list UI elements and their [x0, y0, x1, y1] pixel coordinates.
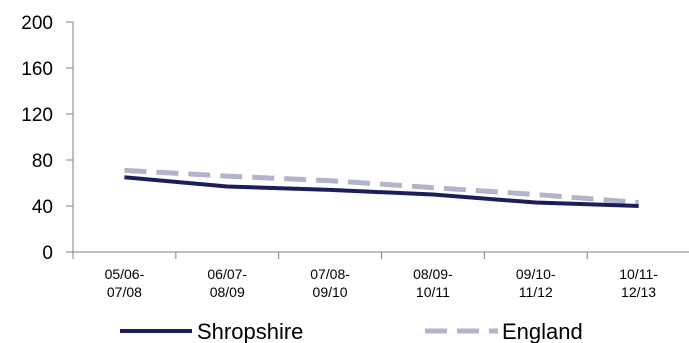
- x-tick-label: 07/08-09/10: [310, 266, 350, 300]
- series-line-shropshire: [124, 175, 639, 208]
- y-tick-label: 0: [42, 243, 53, 264]
- y-tick-label: 160: [21, 59, 53, 80]
- x-tick-label: 08/09-10/11: [413, 266, 453, 300]
- y-tick-label: 40: [32, 197, 53, 218]
- y-tick-label: 80: [32, 151, 53, 172]
- y-tick-label: 120: [21, 105, 53, 126]
- x-axis: 05/06-07/08 06/07-08/09 07/08-09/10 08/09-1…: [72, 251, 689, 300]
- x-tick-label: 06/07-08/09: [207, 266, 247, 300]
- legend: Shropshire England: [120, 319, 583, 343]
- y-axis: 0 40 80 120 160 200: [21, 13, 74, 264]
- x-tick-label: 10/11-12/13: [619, 266, 658, 300]
- legend-item-shropshire: Shropshire: [120, 319, 303, 343]
- series-group: [124, 167, 639, 208]
- series-line-england: [124, 167, 639, 206]
- y-tick-label: 200: [21, 13, 53, 34]
- legend-label: England: [502, 319, 583, 343]
- x-tick-label: 09/10-11/12: [516, 266, 556, 300]
- legend-label: Shropshire: [197, 319, 303, 343]
- legend-item-england: England: [425, 319, 583, 343]
- x-tick-label: 05/06-07/08: [105, 266, 145, 300]
